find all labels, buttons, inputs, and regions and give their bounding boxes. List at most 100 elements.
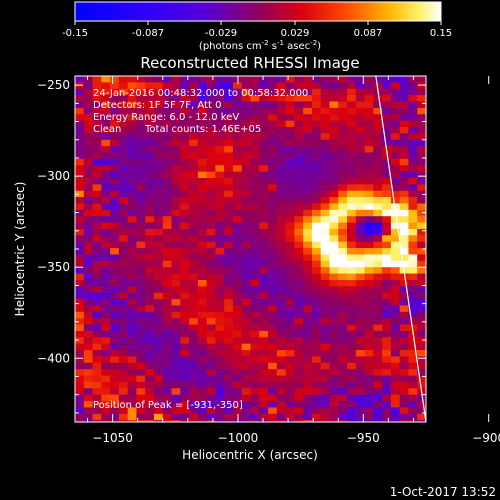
heatmap-cell <box>92 126 102 134</box>
heatmap-cell <box>426 159 435 166</box>
heatmap-cell <box>259 413 269 421</box>
heatmap-cell <box>145 337 155 345</box>
heatmap-cell <box>382 82 392 90</box>
heatmap-cell <box>118 337 129 345</box>
heatmap-cell <box>338 381 348 389</box>
heatmap-cell <box>215 126 225 134</box>
heatmap-cell <box>320 203 330 211</box>
heatmap-cell <box>338 369 348 377</box>
heatmap-cell <box>364 120 374 128</box>
heatmap-cell <box>382 381 392 389</box>
heatmap-cell <box>347 101 357 109</box>
heatmap-cell <box>347 203 357 211</box>
heatmap-cell <box>259 324 269 332</box>
heatmap-cell <box>364 133 374 141</box>
heatmap-cell <box>417 133 426 141</box>
heatmap-cell <box>294 330 304 338</box>
heatmap-cell <box>118 228 129 236</box>
heatmap-cell <box>197 177 208 185</box>
heatmap-cell <box>224 362 234 370</box>
heatmap-cell <box>276 330 287 338</box>
heatmap-cell <box>83 350 94 357</box>
heatmap-cell <box>294 228 304 236</box>
heatmap-cell <box>294 120 304 128</box>
heatmap-cell <box>136 101 146 109</box>
heatmap-cell <box>408 216 418 224</box>
heatmap-cell <box>171 375 181 383</box>
heatmap-cell <box>145 171 155 179</box>
heatmap-cell <box>215 133 225 141</box>
heatmap-cell <box>250 375 260 383</box>
heatmap-cell <box>382 197 392 204</box>
heatmap-cell <box>101 273 111 281</box>
heatmap-cell <box>75 216 85 224</box>
heatmap-cell <box>224 299 234 306</box>
heatmap-cell <box>373 260 383 268</box>
heatmap-cell <box>215 401 225 408</box>
heatmap-cell <box>75 241 85 249</box>
heatmap-cell <box>206 299 216 306</box>
heatmap-cell <box>153 107 164 115</box>
heatmap-cell <box>285 350 295 357</box>
heatmap-cell <box>110 286 120 294</box>
heatmap-cell <box>268 203 278 211</box>
heatmap-cell <box>83 133 94 141</box>
heatmap-cell <box>355 299 366 306</box>
heatmap-cell <box>153 76 164 83</box>
heatmap-cell <box>145 82 155 90</box>
heatmap-cell <box>224 279 234 287</box>
heatmap-cell <box>373 165 383 173</box>
heatmap-cell <box>206 203 216 211</box>
heatmap-cell <box>268 318 278 326</box>
heatmap-cell <box>329 120 339 128</box>
heatmap-cell <box>162 190 173 198</box>
heatmap-cell <box>162 165 173 173</box>
heatmap-cell <box>373 190 383 198</box>
heatmap-cell <box>390 171 401 179</box>
heatmap-cell <box>92 203 102 211</box>
heatmap-cell <box>92 311 102 319</box>
heatmap-cell <box>250 260 260 268</box>
heatmap-cell <box>206 369 216 377</box>
heatmap-cell <box>268 292 278 300</box>
heatmap-cell <box>241 241 251 249</box>
heatmap-cell <box>285 292 295 300</box>
heatmap-cell <box>285 299 295 306</box>
heatmap-cell <box>311 254 322 262</box>
heatmap-cell <box>390 292 401 300</box>
heatmap-cell <box>259 337 269 345</box>
heatmap-cell <box>145 248 155 255</box>
heatmap-cell <box>399 171 409 179</box>
heatmap-cell <box>110 101 120 109</box>
heatmap-cell <box>268 139 278 147</box>
heatmap-cell <box>215 286 225 294</box>
heatmap-cell <box>180 165 190 173</box>
heatmap-cell <box>127 413 137 421</box>
heatmap-cell <box>417 126 426 134</box>
heatmap-cell <box>241 95 251 102</box>
heatmap-cell <box>285 216 295 224</box>
heatmap-cell <box>232 350 243 357</box>
heatmap-cell <box>101 82 111 90</box>
heatmap-cell <box>320 330 330 338</box>
heatmap-cell <box>329 305 339 313</box>
heatmap-cell <box>294 158 304 166</box>
heatmap-cell <box>171 82 181 90</box>
heatmap-cell <box>197 209 208 217</box>
energy-range-label: Energy Range: 6.0 - 12.0 keV <box>93 112 239 123</box>
heatmap-cell <box>390 248 401 255</box>
heatmap-cell <box>153 369 164 377</box>
heatmap-cell <box>311 228 322 236</box>
heatmap-cell <box>364 222 374 230</box>
heatmap-cell <box>311 381 322 389</box>
heatmap-cell <box>197 254 208 262</box>
heatmap-cell <box>250 273 260 281</box>
heatmap-cell <box>206 171 216 179</box>
heatmap-cell <box>232 260 243 268</box>
heatmap-cell <box>92 171 102 179</box>
heatmap-cell <box>338 350 348 357</box>
heatmap-cell <box>127 420 137 422</box>
heatmap-cell <box>171 126 181 134</box>
heatmap-cell <box>311 120 322 128</box>
heatmap-cell <box>153 114 164 122</box>
